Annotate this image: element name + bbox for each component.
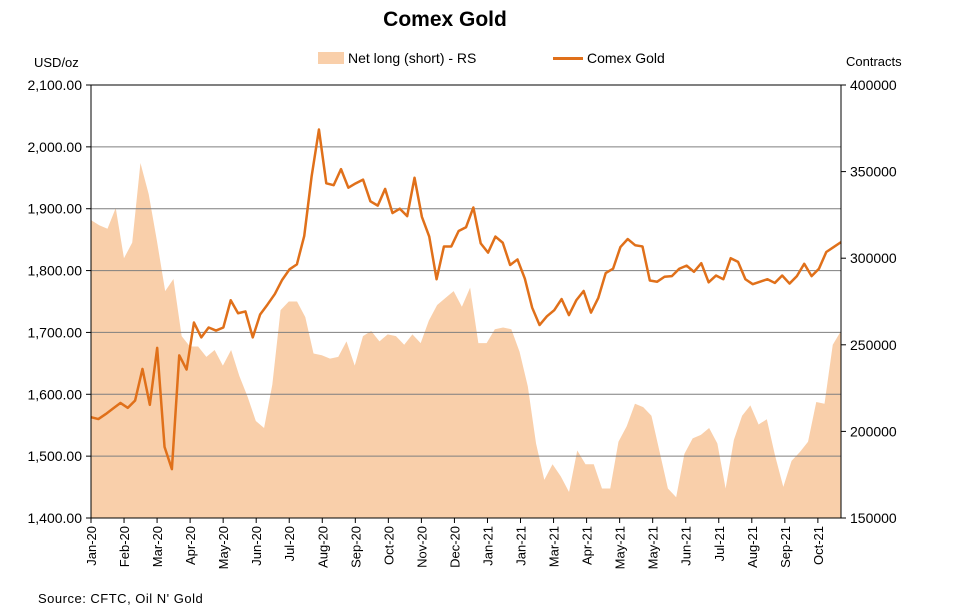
left-tick-label: 2,000.00 [28,139,83,155]
chart-title: Comex Gold [383,8,507,31]
right-tick-label: 350000 [850,164,897,180]
x-tick-label: Jan-20 [84,526,99,566]
x-tick-label: Aug-20 [315,526,330,568]
right-tick-label: 250000 [850,337,897,353]
x-tick-label: Mar-21 [547,526,562,567]
x-tick-label: Oct-20 [381,526,396,565]
left-tick-label: 2,100.00 [28,77,83,93]
left-tick-label: 1,900.00 [28,201,83,217]
left-axis-unit: USD/oz [34,55,79,70]
x-tick-label: Feb-20 [117,526,132,567]
x-tick-label: May-21 [613,526,628,569]
left-tick-label: 1,600.00 [28,386,83,402]
grid-layer [91,146,841,457]
right-tick-label: 150000 [850,510,897,526]
net-long-area [91,162,841,518]
x-tick-label: May-20 [216,526,231,569]
x-tick-label: Dec-20 [447,526,462,568]
x-tick-label: Apr-20 [183,526,198,565]
x-tick-label: Jan-21 [514,526,529,566]
legend-item-gold: Comex Gold [553,50,665,66]
legend-label-gold: Comex Gold [587,50,665,66]
x-tick-label: Jun-21 [679,526,694,566]
right-tick-label: 300000 [850,250,897,266]
left-tick-label: 1,400.00 [28,510,83,526]
right-tick-label: 200000 [850,423,897,439]
left-tick-label: 1,700.00 [28,324,83,340]
legend-label-net-long: Net long (short) - RS [348,50,477,66]
gold-price-line [90,128,842,471]
right-axis-unit: Contracts [846,54,902,69]
x-tick-label: Jul-21 [712,526,727,561]
x-tick-label: Jan-21 [480,526,495,566]
legend-item-net-long: Net long (short) - RS [318,50,476,66]
left-tick-label: 1,500.00 [28,448,83,464]
net-long-area-layer [91,162,841,518]
x-tick-label: Apr-21 [580,526,595,565]
right-tick-label: 400000 [850,77,897,93]
x-tick-label: Sep-20 [348,526,363,568]
x-tick-label: May-21 [646,526,661,569]
axis-layer: 2,100.00 2,000.00 1,900.00 1,800.00 1,700.00… [28,77,897,569]
gold-line-layer [90,128,842,471]
legend-swatch-line [553,56,583,60]
x-tick-label: Aug-21 [745,526,760,568]
x-tick-label: Sep-21 [778,526,793,568]
x-tick-label: Oct-21 [811,526,826,565]
source-note: Source: CFTC, Oil N' Gold [38,591,204,606]
left-tick-label: 1,800.00 [28,263,83,279]
x-tick-label: Mar-20 [150,526,165,567]
x-tick-label: Jun-20 [249,526,264,566]
legend-swatch-area [318,52,344,64]
plot-frame [90,84,842,519]
x-tick-label: Jul-20 [282,526,297,561]
x-tick-label: Nov-20 [414,526,429,568]
